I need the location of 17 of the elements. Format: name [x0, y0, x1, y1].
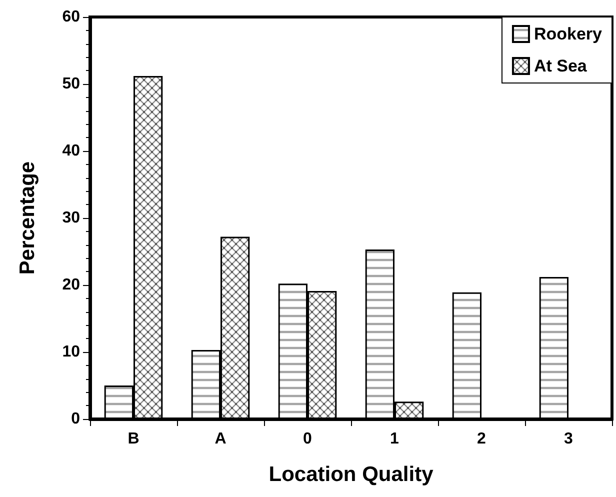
y-tick-label: 10 — [62, 344, 80, 360]
legend-label: Rookery — [534, 24, 603, 44]
y-tick-label: 60 — [62, 8, 80, 26]
x-tick-label: 0 — [303, 430, 312, 448]
y-axis-title: Percentage — [16, 161, 39, 275]
y-tick-label: 30 — [62, 210, 80, 226]
x-tick-label: 2 — [477, 430, 486, 448]
x-tick-label: A — [214, 430, 227, 448]
x-tick-label: 3 — [564, 430, 574, 448]
x-axis-title: Location Quality — [268, 463, 434, 486]
y-tick-label: 40 — [62, 142, 80, 160]
y-tick-label: 20 — [62, 276, 80, 294]
x-tick-label: 1 — [390, 430, 400, 448]
y-tick-label: 0 — [71, 410, 80, 428]
y-tick-label: 50 — [62, 76, 80, 92]
legend-label: At Sea — [534, 56, 588, 76]
x-tick-label: B — [128, 430, 140, 448]
